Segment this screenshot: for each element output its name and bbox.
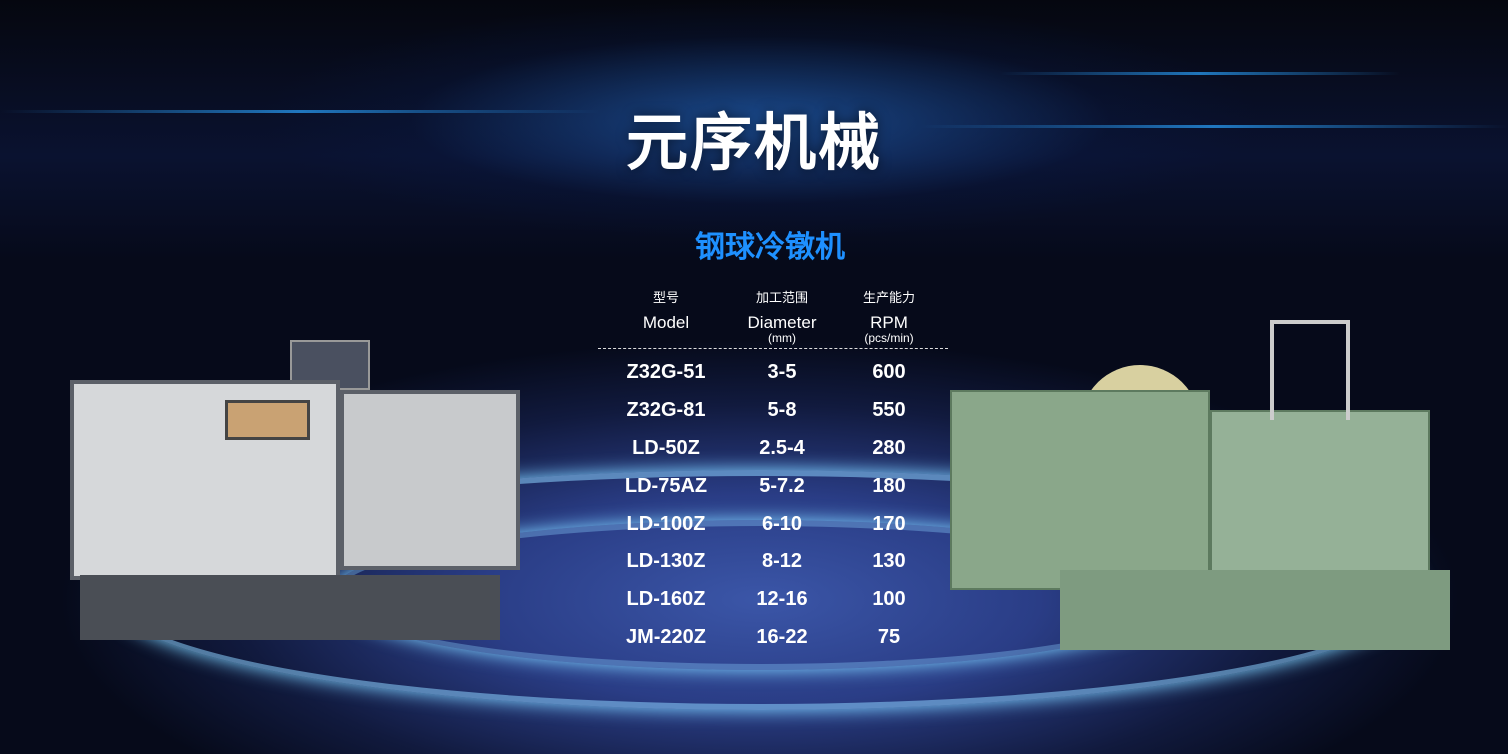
cell-rpm: 75 xyxy=(877,625,901,648)
machine-image-left xyxy=(70,320,520,640)
header-zh: 型号 xyxy=(652,290,679,305)
header-en: Model xyxy=(642,313,690,332)
cell-diameter: 16-22 xyxy=(756,625,808,648)
cell-rpm: 550 xyxy=(872,399,906,422)
spec-table: 型号 Model 加工范围 Diameter (mm) 生产能力 RPM (pc… xyxy=(598,285,948,656)
header-zh: 加工范围 xyxy=(755,290,808,305)
page-title: 元序机械 xyxy=(625,109,882,178)
cell-diameter: 12-16 xyxy=(756,588,808,611)
cell-model: Z32G-81 xyxy=(626,399,706,422)
header-model: 型号 Model xyxy=(598,285,734,348)
cell-diameter: 5-7.2 xyxy=(759,474,805,497)
table-row: LD-100Z 6-10 170 xyxy=(598,505,948,543)
cell-diameter: 8-12 xyxy=(761,550,803,573)
light-line xyxy=(1000,72,1400,75)
cell-model: Z32G-51 xyxy=(626,361,706,384)
table-row: LD-160Z 12-16 100 xyxy=(598,581,948,619)
table-body: Z32G-51 3-5 600 Z32G-81 5-8 550 LD-50Z 2.5-4 280… xyxy=(598,349,948,656)
machine-image-right xyxy=(950,320,1475,650)
cell-model: LD-160Z xyxy=(626,588,706,611)
cell-diameter: 6-10 xyxy=(761,512,803,535)
cell-diameter: 2.5-4 xyxy=(759,436,805,459)
cell-diameter: 5-8 xyxy=(767,399,797,422)
cell-rpm: 280 xyxy=(872,436,906,459)
light-line xyxy=(0,110,600,113)
table-row: LD-50Z 2.5-4 280 xyxy=(598,430,948,468)
table-row: JM-220Z 16-22 75 xyxy=(598,619,948,657)
cell-rpm: 130 xyxy=(872,550,906,573)
cell-model: JM-220Z xyxy=(625,625,707,648)
table-row: LD-75AZ 5-7.2 180 xyxy=(598,467,948,505)
header-en: Diameter xyxy=(747,313,817,332)
table-row: Z32G-81 5-8 550 xyxy=(598,392,948,430)
header-unit: (mm) xyxy=(768,331,796,345)
cell-diameter: 3-5 xyxy=(767,361,797,384)
product-category-title: 钢球冷镦机 xyxy=(695,231,845,264)
cell-model: LD-50Z xyxy=(632,436,700,459)
header-diameter: 加工范围 Diameter (mm) xyxy=(734,285,830,348)
header-zh: 生产能力 xyxy=(862,290,915,305)
header-unit: (pcs/min) xyxy=(864,331,914,345)
table-header: 型号 Model 加工范围 Diameter (mm) 生产能力 RPM (pc… xyxy=(598,285,948,349)
header-glow xyxy=(0,0,1508,260)
table-row: LD-130Z 8-12 130 xyxy=(598,543,948,581)
header-en: RPM xyxy=(870,313,908,332)
header-rpm: 生产能力 RPM (pcs/min) xyxy=(830,285,948,348)
light-line xyxy=(920,125,1508,128)
cell-model: LD-100Z xyxy=(626,512,706,535)
table-row: Z32G-51 3-5 600 xyxy=(598,354,948,392)
cell-rpm: 180 xyxy=(872,474,906,497)
cell-rpm: 100 xyxy=(872,588,906,611)
cell-rpm: 600 xyxy=(872,361,906,384)
cell-rpm: 170 xyxy=(872,512,906,535)
cell-model: LD-75AZ xyxy=(624,474,708,497)
cell-model: LD-130Z xyxy=(626,550,706,573)
